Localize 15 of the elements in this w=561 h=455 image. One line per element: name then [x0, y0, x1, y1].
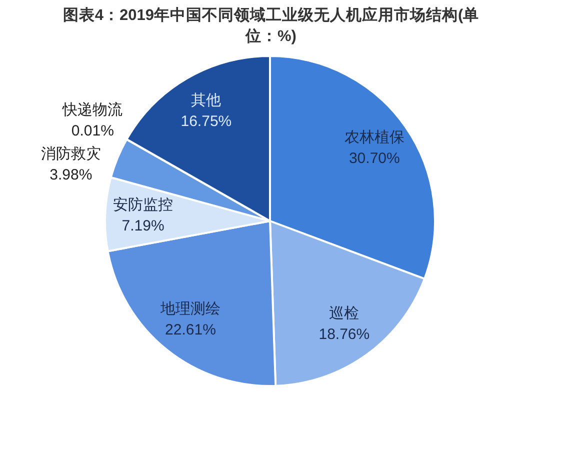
slice-label: 消防救灾 — [40, 145, 101, 162]
data-label: 30.70% — [348, 150, 400, 168]
slice-label: 巡检 — [329, 304, 360, 322]
data-label: 18.76% — [318, 326, 370, 343]
chart-title: 图表4：2019年中国不同领域工业级无人机应用市场结构(单位：%) — [62, 6, 480, 47]
slice-label: 地理测绘 — [159, 300, 220, 318]
data-label: 3.98% — [50, 166, 92, 184]
slice-label: 安防监控 — [113, 196, 174, 214]
slice-label: 农林植保 — [344, 129, 404, 146]
data-label: 7.19% — [122, 217, 164, 234]
data-label: 0.01% — [71, 122, 114, 140]
slice-label: 其他 — [191, 92, 222, 109]
data-label: 16.75% — [180, 112, 232, 130]
data-label: 22.61% — [165, 322, 216, 339]
slice-label: 快递物流 — [62, 101, 123, 118]
